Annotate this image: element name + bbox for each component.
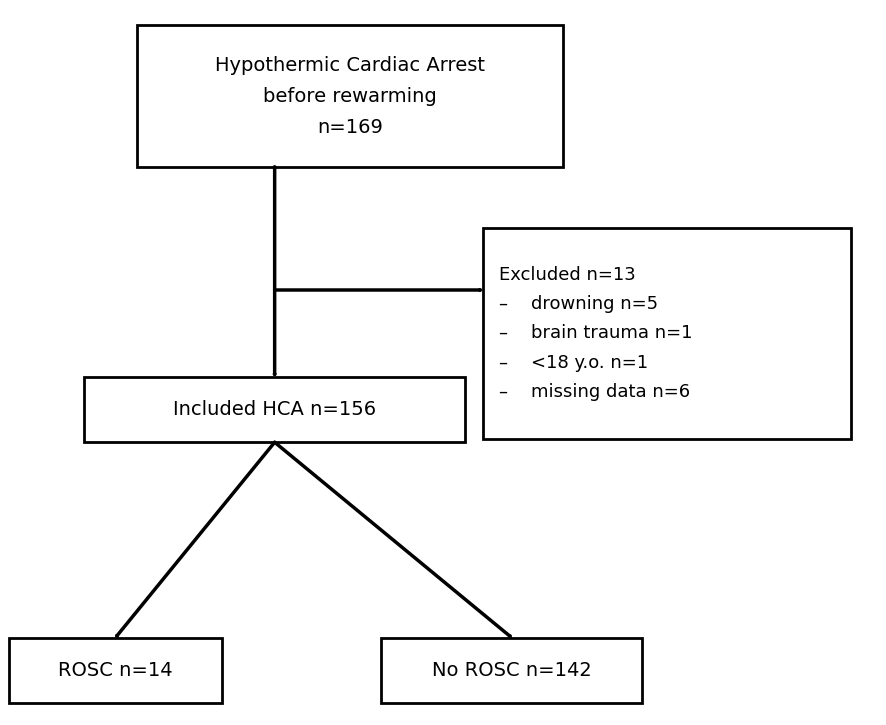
Text: Hypothermic Cardiac Arrest
before rewarming
n=169: Hypothermic Cardiac Arrest before rewarm…: [215, 56, 485, 136]
Bar: [9, 638, 222, 703]
Bar: [483, 228, 851, 439]
Text: Included HCA n=156: Included HCA n=156: [173, 400, 377, 419]
Text: ROSC n=14: ROSC n=14: [58, 661, 173, 680]
Bar: [381, 638, 642, 703]
Text: No ROSC n=142: No ROSC n=142: [431, 661, 592, 680]
Bar: [84, 377, 465, 442]
Text: Excluded n=13
–    drowning n=5
–    brain trauma n=1
–    <18 y.o. n=1
–    mis: Excluded n=13 – drowning n=5 – brain tra…: [499, 266, 692, 401]
Bar: [137, 25, 563, 167]
